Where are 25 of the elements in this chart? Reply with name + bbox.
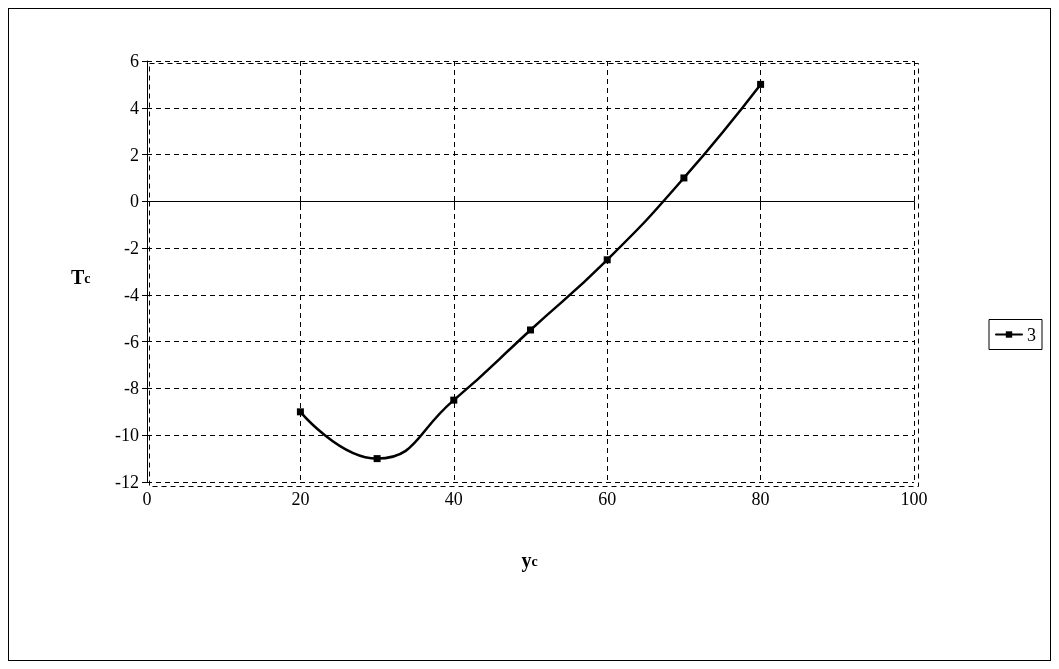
legend-label: 3 — [1027, 324, 1036, 345]
y-tick-label: -6 — [124, 331, 139, 352]
point — [296, 408, 304, 416]
x-tick-label: 60 — [598, 489, 617, 509]
y-axis-title: Tc — [71, 266, 91, 288]
x-axis-title: yc — [521, 549, 538, 572]
point — [603, 256, 611, 264]
x-tick-label: 100 — [900, 489, 928, 509]
y-tick-label: -12 — [115, 472, 139, 492]
y-tick-label: 0 — [130, 191, 139, 212]
y-tick-label: 6 — [130, 51, 139, 71]
y-tick-label: 4 — [130, 97, 139, 118]
y-tick-label: -2 — [124, 238, 139, 259]
point — [757, 80, 765, 88]
y-tick-label: -4 — [124, 284, 139, 305]
point — [527, 326, 534, 334]
y-tick-label: -8 — [124, 378, 139, 399]
x-tick-label: 40 — [444, 489, 463, 509]
point — [680, 174, 688, 182]
x-tick-label: 80 — [751, 489, 770, 509]
point — [373, 455, 381, 463]
point — [450, 396, 458, 404]
y-tick-label: -10 — [115, 425, 139, 446]
y-tick-label: 2 — [130, 144, 139, 165]
x-tick-label: 20 — [291, 489, 310, 509]
